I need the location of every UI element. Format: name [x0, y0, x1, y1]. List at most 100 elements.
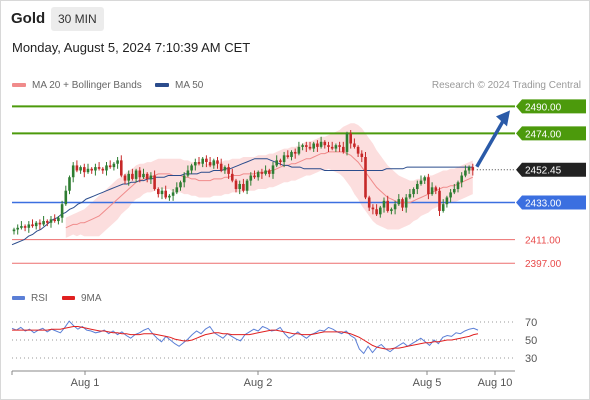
rsi-line	[11, 320, 479, 355]
candle-body	[212, 160, 216, 166]
candle-body	[134, 170, 138, 179]
candle-body	[379, 207, 382, 215]
timeframe-badge[interactable]: 30 MIN	[51, 7, 104, 31]
candle-body	[408, 194, 412, 198]
candle-body	[27, 224, 31, 228]
x-tick-label-3: Aug 5	[413, 377, 442, 389]
projection-arrowhead	[496, 110, 510, 127]
candle-body	[97, 167, 101, 169]
rsi-tick-50: 50	[525, 335, 537, 347]
candle-body	[253, 175, 256, 178]
candle-body	[319, 141, 323, 147]
ma20-swatch	[12, 83, 26, 88]
candle-body	[301, 145, 304, 147]
candle-body	[145, 173, 149, 179]
asset-title: Gold	[11, 10, 46, 27]
candle-body	[190, 165, 193, 171]
legend-ma20: MA 20 + Bollinger Bands	[12, 80, 142, 91]
candle-body	[75, 165, 79, 171]
candle-body	[356, 146, 360, 154]
candle-body	[149, 175, 153, 179]
candle-body	[338, 145, 341, 147]
candle-body	[238, 183, 241, 190]
candle-body	[42, 221, 45, 225]
ma9-legend-label: 9MA	[81, 293, 102, 304]
ma50-line	[11, 158, 473, 246]
rsi-legend-label: RSI	[31, 293, 48, 304]
resistance-label-2: 2474.00	[525, 129, 562, 140]
candle-body	[127, 173, 130, 181]
candle-body	[216, 160, 219, 164]
candle-body	[445, 197, 449, 205]
pivot-label-bg	[516, 195, 586, 210]
resistance-label-1-bg	[516, 99, 586, 114]
candle-body	[467, 167, 471, 171]
x-tick-label-2: Aug 2	[244, 377, 273, 389]
candle-body	[453, 189, 456, 193]
candle-body	[260, 172, 264, 174]
candle-body	[312, 143, 315, 149]
ma50-label: MA 50	[175, 80, 204, 91]
candle-body	[223, 167, 227, 171]
x-tick-label-1: Aug 1	[71, 377, 100, 389]
candle-body	[464, 170, 467, 176]
candle-body	[419, 180, 423, 184]
candle-body	[434, 187, 438, 191]
candle-body	[57, 217, 60, 222]
candle-body	[64, 190, 68, 205]
rsi-tick-70: 70	[525, 317, 537, 329]
rsi-swatch	[12, 296, 25, 301]
candle-body	[186, 170, 190, 176]
candle-body	[90, 168, 93, 171]
candle-body	[116, 160, 119, 164]
candle-body	[34, 222, 38, 227]
candle-body	[441, 204, 445, 211]
candle-body	[138, 170, 142, 178]
ma9-swatch	[62, 296, 75, 301]
candle-body	[179, 182, 182, 188]
candle-body	[219, 163, 223, 171]
candle-body	[438, 190, 441, 211]
candle-body	[382, 200, 386, 208]
candle-body	[101, 168, 105, 171]
candle-body	[353, 143, 356, 147]
candle-body	[360, 153, 364, 157]
candle-body	[423, 177, 426, 181]
candle-body	[364, 157, 367, 198]
candle-body	[349, 133, 352, 144]
candle-body	[205, 158, 208, 163]
candle-body	[71, 165, 75, 178]
candle-body	[264, 170, 267, 174]
candle-body	[175, 187, 179, 193]
candle-body	[268, 170, 271, 174]
candle-body	[286, 155, 290, 157]
candle-body	[112, 163, 116, 168]
resistance-label-2-bg	[516, 126, 586, 141]
research-credit: Research © 2024 Trading Central	[431, 80, 581, 91]
support-label-1: 2411.00	[525, 236, 561, 247]
bollinger-band	[65, 123, 473, 238]
candle-body	[334, 145, 338, 149]
candle-body	[142, 173, 145, 178]
candle-body	[79, 167, 82, 171]
candle-body	[197, 162, 201, 164]
candle-body	[460, 175, 463, 183]
candle-body	[293, 151, 297, 154]
candle-body	[83, 167, 86, 173]
candle-body	[297, 146, 301, 154]
candle-body	[227, 167, 230, 174]
candle-body	[271, 165, 275, 174]
candle-body	[397, 199, 401, 205]
candle-body	[105, 165, 108, 171]
candle-body	[208, 162, 212, 166]
ma20-label: MA 20 + Bollinger Bands	[32, 80, 142, 91]
candle-body	[275, 160, 278, 166]
candle-body	[131, 173, 134, 179]
candle-body	[401, 199, 404, 208]
candle-body	[427, 177, 430, 195]
candle-body	[308, 146, 312, 149]
pivot-label: 2433.00	[525, 199, 562, 210]
legend-ma50: MA 50	[155, 80, 203, 91]
candle-body	[12, 229, 16, 232]
